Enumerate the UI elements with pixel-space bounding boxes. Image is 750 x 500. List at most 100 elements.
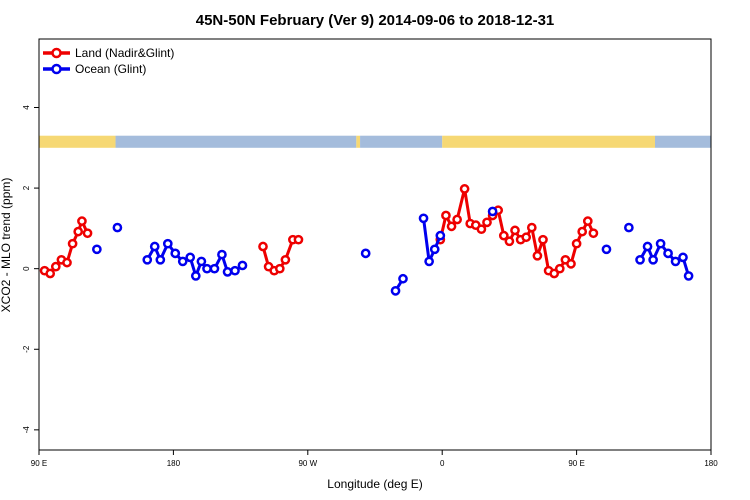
series-ocean-point (601, 244, 612, 255)
series-land-point (549, 268, 560, 279)
series-land-point (50, 261, 61, 272)
series-land-point (459, 184, 470, 194)
series-land-point (446, 221, 457, 232)
series-ocean-point (202, 263, 212, 274)
series-ocean-point (429, 244, 440, 255)
series-ocean (92, 206, 694, 296)
y-tick-label: 0 (22, 266, 31, 271)
band-land-4 (442, 135, 655, 148)
series-land (39, 184, 599, 279)
y-axis-label: XCO2 - MLO trend (ppm) (0, 178, 13, 313)
series-ocean-point (237, 260, 248, 271)
series-land-point (510, 225, 520, 236)
legend-land-marker (51, 47, 62, 59)
x-axis-label: Longitude (deg E) (327, 477, 422, 491)
series-layer (39, 184, 694, 296)
y-tick-label: 2 (22, 185, 31, 190)
series-ocean-point (92, 244, 102, 255)
series-land-point (62, 257, 72, 268)
series-ocean-point (390, 285, 401, 296)
band-land-2 (356, 135, 361, 148)
series-land-point (571, 238, 582, 249)
x-tick-label: 90 E (31, 459, 47, 468)
series-ocean-point (424, 256, 434, 267)
series-ocean-point (217, 249, 227, 260)
series-land-point (258, 241, 268, 252)
legend-ocean-label: Ocean (Glint) (75, 62, 146, 76)
series-ocean-point (149, 241, 160, 252)
series-land-point (566, 258, 576, 269)
series-ocean-point (190, 271, 201, 281)
series-ocean-point (418, 213, 429, 224)
series-land-point (532, 250, 543, 261)
series-land-point (521, 232, 532, 243)
y-tick-label: -2 (22, 345, 31, 353)
series-ocean-point (142, 254, 153, 265)
x-tick-label: 90 W (298, 459, 317, 468)
series-ocean-point (487, 206, 498, 217)
x-tick-label: 180 (704, 459, 718, 468)
series-land-point (577, 226, 588, 237)
series-ocean-point (155, 254, 166, 265)
legend: Land (Nadir&Glint) Ocean (Glint) (43, 46, 174, 76)
series-ocean-point (635, 254, 645, 265)
x-tick-label: 180 (167, 459, 181, 468)
x-tick-label: 90 E (568, 459, 584, 468)
series-ocean-point (196, 256, 207, 267)
series-ocean-point (435, 230, 446, 241)
series-land-point (67, 238, 78, 249)
series-land-point (274, 263, 285, 274)
series-land-point (452, 214, 462, 225)
series-ocean-point (655, 238, 666, 249)
plot-frame (38, 38, 712, 451)
legend-land-label: Land (Nadir&Glint) (75, 46, 174, 60)
legend-ocean-marker (51, 63, 62, 75)
series-land-point (526, 222, 537, 233)
series-land-point (504, 236, 515, 247)
series-land-point (82, 228, 93, 239)
series-ocean-point (670, 256, 681, 267)
x-tick-label: 0 (440, 459, 445, 468)
series-land-point (73, 226, 84, 237)
series-ocean-point (230, 265, 240, 276)
series-land-point (582, 216, 593, 226)
series-land-point (482, 217, 492, 228)
series-ocean-point (683, 271, 694, 281)
band-land-0 (39, 135, 116, 148)
y-tick-label: -4 (22, 426, 31, 434)
series-ocean-point (209, 263, 220, 274)
series-ocean-point (360, 248, 371, 259)
series-ocean-point (678, 252, 688, 263)
series-land-point (77, 216, 87, 226)
series-land-point (293, 234, 304, 245)
series-ocean-point (642, 241, 653, 252)
series-ocean-point (222, 267, 233, 277)
y-axis: -4 -2 0 2 4 (22, 105, 39, 434)
band-ocean-1 (115, 135, 357, 148)
series-ocean-point (185, 252, 196, 263)
series-ocean-point (170, 248, 181, 259)
series-land-point (476, 224, 487, 235)
band-ocean-5 (655, 135, 711, 148)
series-ocean-point (663, 248, 673, 259)
series-ocean-point (177, 256, 188, 267)
land-ocean-band (39, 135, 711, 148)
chart-title: 45N-50N February (Ver 9) 2014-09-06 to 2… (196, 12, 555, 29)
series-land-point (45, 268, 56, 279)
series-ocean-line (422, 218, 442, 263)
series-land-point (498, 230, 509, 241)
series-land-point (554, 263, 565, 274)
series-ocean-point (398, 273, 408, 284)
series-land-point (441, 210, 451, 221)
series-land-point (588, 228, 599, 239)
y-tick-label: 4 (22, 105, 31, 110)
series-ocean-point (112, 222, 123, 233)
x-axis: 90 E 180 90 W 0 90 E 180 (31, 450, 718, 468)
series-ocean-point (624, 222, 634, 233)
series-ocean-point (162, 238, 173, 249)
series-land-point (280, 254, 291, 265)
series-ocean-point (648, 254, 658, 265)
band-ocean-3 (360, 135, 443, 148)
series-land-point (538, 234, 548, 245)
